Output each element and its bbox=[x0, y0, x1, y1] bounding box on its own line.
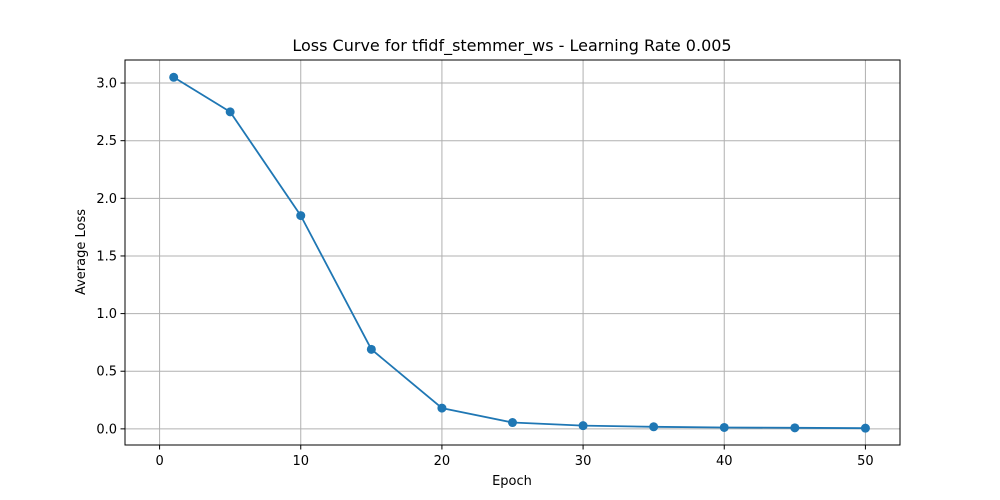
loss-data-point bbox=[790, 423, 800, 433]
loss-data-point bbox=[719, 422, 729, 432]
y-tick-label: 2.5 bbox=[96, 134, 117, 149]
loss-data-point bbox=[225, 107, 235, 117]
y-tick-label: 0.0 bbox=[96, 422, 117, 437]
x-tick-label: 20 bbox=[434, 454, 451, 469]
chart-title: Loss Curve for tfidf_stemmer_ws - Learni… bbox=[292, 36, 731, 56]
loss-data-point bbox=[578, 421, 588, 431]
loss-data-point bbox=[649, 422, 659, 432]
loss-data-point bbox=[508, 418, 517, 428]
x-tick-label: 50 bbox=[857, 454, 874, 469]
y-tick-label: 3.0 bbox=[96, 77, 117, 92]
loss-data-point bbox=[169, 72, 179, 82]
loss-data-point bbox=[296, 211, 306, 221]
loss-data-point bbox=[437, 403, 447, 413]
y-tick-label: 1.0 bbox=[96, 307, 117, 322]
y-axis-label: Average Loss bbox=[74, 209, 89, 295]
x-tick-label: 40 bbox=[716, 454, 733, 469]
series-layer bbox=[169, 72, 870, 433]
y-tick-label: 2.0 bbox=[96, 192, 117, 207]
x-axis-label: Epoch bbox=[492, 474, 532, 489]
y-tick-label: 1.5 bbox=[96, 249, 117, 264]
y-tick-label: 0.5 bbox=[96, 365, 117, 380]
x-tick-label: 0 bbox=[155, 454, 163, 469]
loss-data-point bbox=[366, 344, 376, 354]
plot-frame bbox=[124, 59, 901, 446]
x-tick-label: 10 bbox=[292, 454, 309, 469]
grid-lines bbox=[125, 60, 900, 445]
x-tick-label: 30 bbox=[575, 454, 592, 469]
axis-ticks: 0 10 20 30 40 50 0.0 0.5 1.0 1.5 2.0 2.5 3.0 bbox=[96, 77, 873, 469]
loss-data-point bbox=[860, 423, 870, 433]
